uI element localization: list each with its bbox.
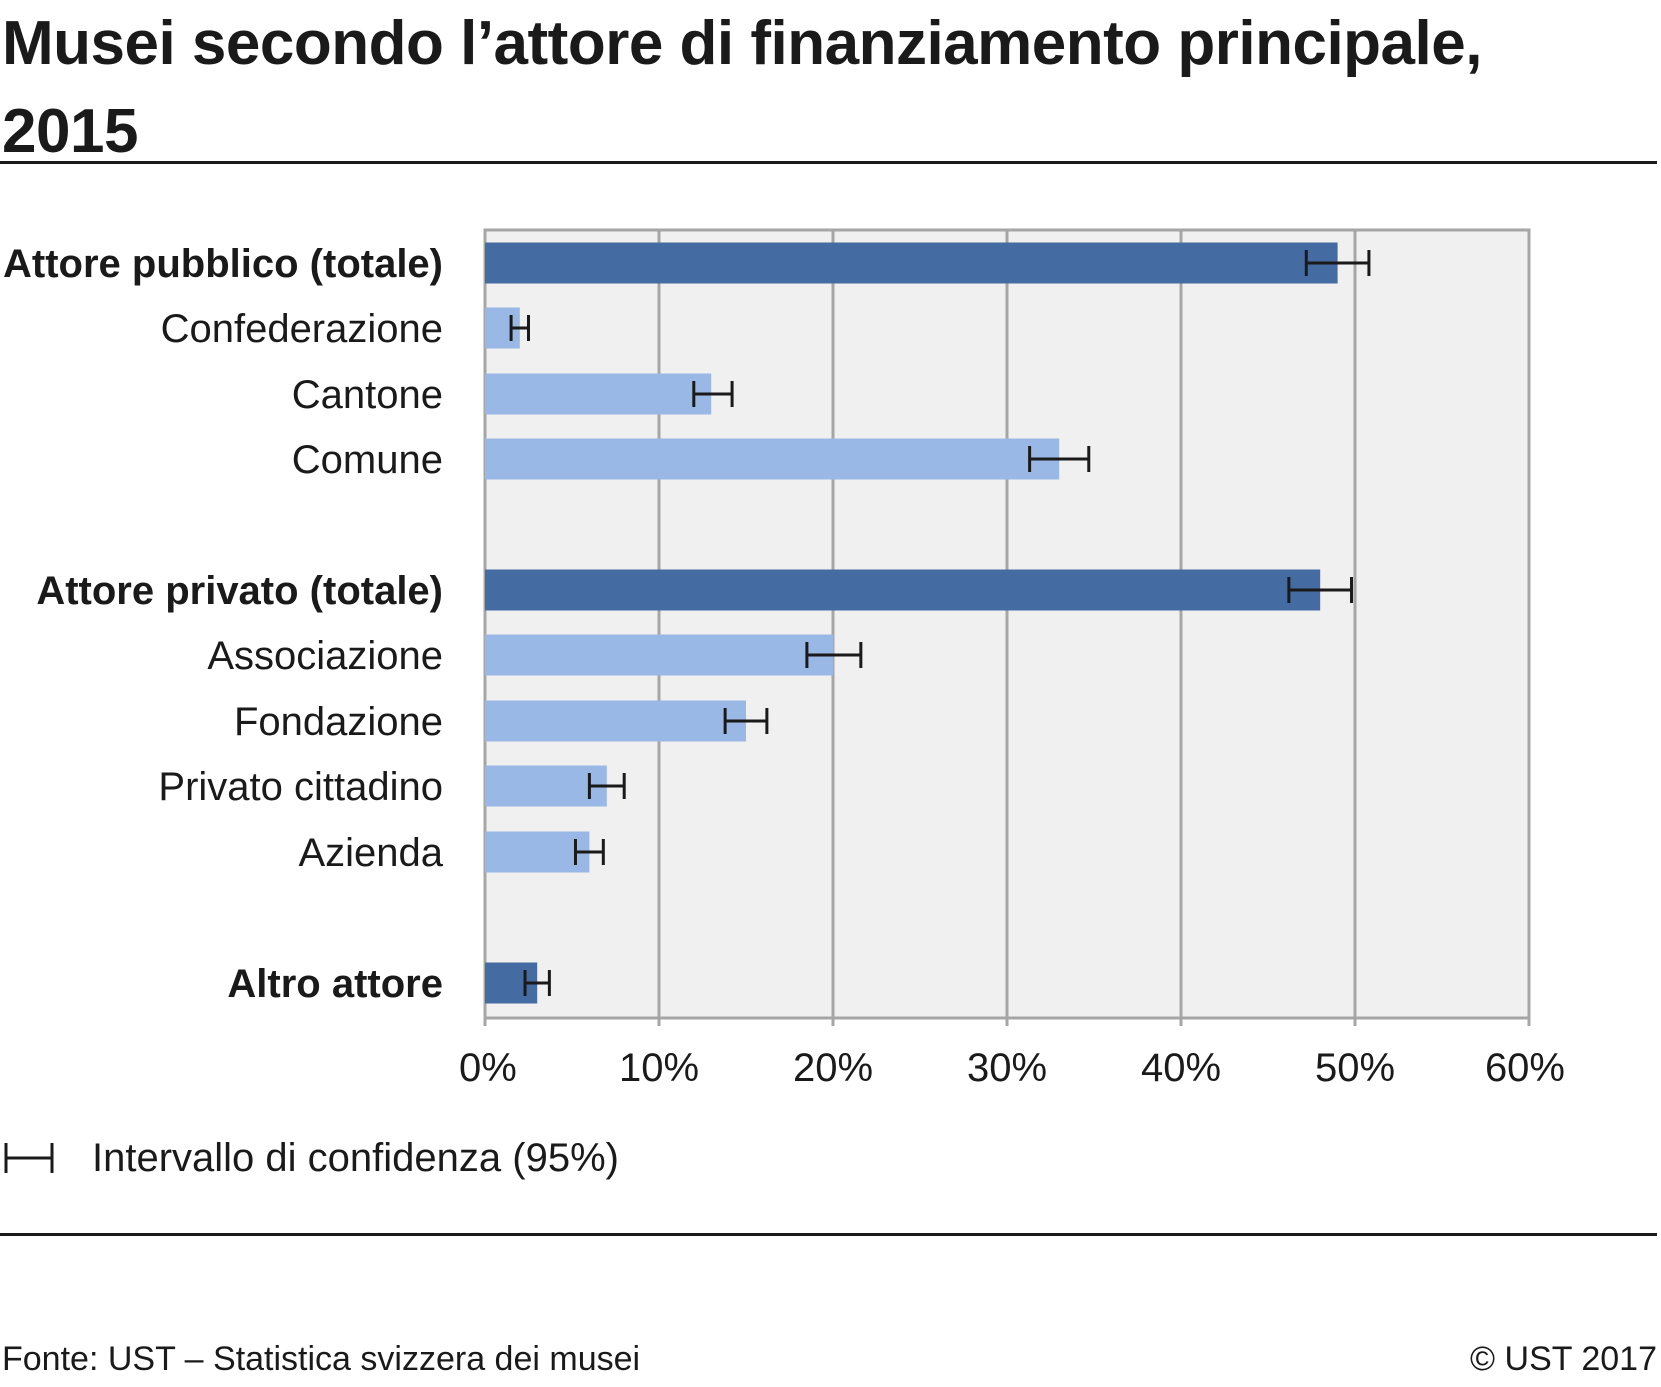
bar — [485, 700, 746, 742]
category-labels: Attore pubblico (totale) Confederazione Ca… — [3, 242, 444, 1006]
copyright-note: © UST 2017 — [1470, 1340, 1657, 1378]
bars — [485, 242, 1338, 1004]
bar — [485, 831, 590, 873]
legend-label: Intervallo di confidenza (95%) — [92, 1136, 619, 1180]
category-label: Altro attore — [227, 962, 443, 1006]
category-label: Azienda — [298, 831, 443, 875]
error-bar — [805, 642, 863, 668]
x-tick-label: 0% — [459, 1046, 517, 1090]
x-tick-label: 20% — [793, 1046, 873, 1090]
x-axis-tick-labels: 0% 10% 20% 30% 40% 50% 60% — [459, 1046, 1565, 1090]
category-label: Fondazione — [234, 700, 443, 744]
error-bar — [587, 773, 626, 799]
error-bar — [692, 381, 734, 407]
category-label: Comune — [292, 438, 443, 482]
chart-title: Musei secondo l’attore di finanziamento … — [2, 9, 1482, 166]
category-label: Attore privato (totale) — [36, 569, 443, 613]
error-bar — [1028, 446, 1091, 472]
category-label: Attore pubblico (totale) — [3, 242, 443, 286]
bar — [485, 242, 1338, 284]
bar — [485, 569, 1321, 611]
gridlines — [483, 230, 1531, 1026]
bar — [485, 634, 833, 676]
x-tick-label: 50% — [1315, 1046, 1395, 1090]
bar — [485, 438, 1060, 480]
source-note: Fonte: UST – Statistica svizzera dei mus… — [2, 1340, 641, 1378]
error-bar — [573, 839, 605, 865]
category-label: Privato cittadino — [158, 765, 443, 809]
x-tick-label: 30% — [967, 1046, 1047, 1090]
bar — [485, 373, 712, 415]
bar — [485, 765, 607, 807]
footer-divider — [0, 1233, 1657, 1236]
legend: Intervallo di confidenza (95%) — [4, 1136, 619, 1180]
x-tick-label: 10% — [619, 1046, 699, 1090]
category-label: Confederazione — [161, 307, 443, 351]
error-bar — [723, 708, 769, 734]
x-tick-label: 40% — [1141, 1046, 1221, 1090]
category-label: Cantone — [292, 373, 443, 417]
legend-error-bar-icon — [4, 1143, 54, 1173]
category-label: Associazione — [207, 634, 443, 678]
title-divider — [0, 161, 1657, 164]
bar-chart: Attore pubblico (totale) Confederazione Ca… — [3, 228, 1565, 1180]
error-bar — [1287, 577, 1354, 603]
error-bar — [523, 970, 551, 996]
error-bars — [509, 250, 1371, 996]
error-bar — [1304, 250, 1371, 276]
error-bar — [509, 315, 530, 341]
x-tick-label: 60% — [1485, 1046, 1565, 1090]
